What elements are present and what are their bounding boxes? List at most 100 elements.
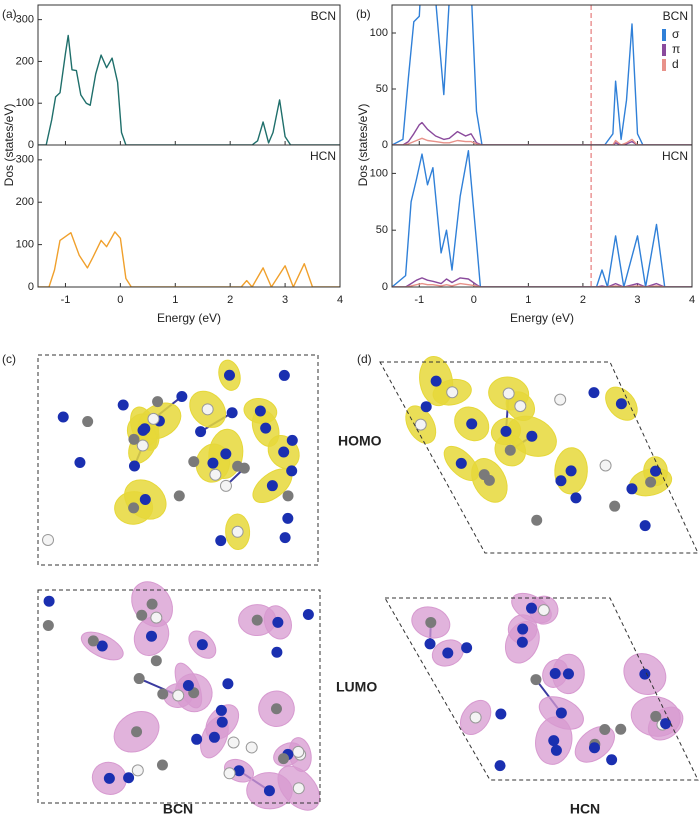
- atom: [176, 390, 188, 402]
- annotation: BCN: [311, 9, 336, 23]
- atom: [260, 422, 272, 434]
- annotation: HCN: [310, 149, 336, 163]
- atom: [147, 412, 160, 425]
- atom: [254, 405, 266, 417]
- y-tick-label: 300: [16, 154, 34, 166]
- panel-label: (a): [2, 7, 17, 21]
- atom: [182, 680, 194, 692]
- legend-label: σ: [672, 27, 680, 41]
- atom: [196, 639, 208, 651]
- atom: [517, 623, 529, 635]
- atom: [606, 754, 618, 766]
- x-tick-label: 2: [580, 294, 586, 306]
- x-tick-label: 3: [634, 294, 640, 306]
- atom: [565, 465, 577, 477]
- y-tick-label: 100: [370, 27, 388, 39]
- atom: [526, 430, 538, 442]
- atom: [650, 465, 662, 477]
- atom: [278, 446, 290, 458]
- y-tick-label: 100: [16, 239, 34, 251]
- y-tick-label: 0: [382, 139, 388, 151]
- atom: [588, 387, 600, 399]
- atom: [495, 708, 507, 720]
- atom: [245, 741, 258, 754]
- dos-line: [392, 277, 692, 287]
- atom: [223, 767, 236, 780]
- atom: [660, 718, 672, 730]
- molecule: [405, 356, 673, 532]
- atom: [152, 396, 164, 408]
- legend-label: d: [672, 57, 679, 71]
- atom: [57, 411, 69, 423]
- atom: [222, 678, 234, 690]
- plot-frame: [391, 4, 693, 146]
- panel-label: (c): [2, 352, 16, 366]
- dos-line: [392, 282, 692, 287]
- atom: [82, 416, 94, 428]
- atom: [430, 375, 442, 387]
- atom: [238, 462, 250, 474]
- atom: [562, 668, 574, 680]
- atom: [227, 736, 240, 749]
- atom: [150, 655, 162, 667]
- atom: [549, 667, 561, 679]
- row-label: HOMO: [338, 433, 382, 449]
- atom: [139, 494, 151, 506]
- atom: [188, 456, 200, 468]
- x-axis-label: Energy (eV): [510, 311, 574, 325]
- atom: [156, 759, 168, 771]
- atom: [277, 753, 289, 765]
- atom: [555, 475, 567, 487]
- atom: [96, 640, 108, 652]
- atom: [526, 602, 538, 614]
- x-tick-label: 4: [337, 294, 343, 306]
- atom: [157, 688, 169, 700]
- legend-label: π: [672, 42, 680, 56]
- atom: [87, 635, 99, 647]
- y-axis-label: Dos (states/eV): [356, 104, 370, 187]
- atom: [128, 433, 140, 445]
- atom: [191, 733, 203, 745]
- atom: [42, 533, 55, 546]
- atom: [588, 742, 600, 754]
- atom: [137, 424, 149, 436]
- atom: [270, 703, 282, 715]
- atom: [282, 490, 294, 502]
- atom: [609, 500, 621, 512]
- atom: [516, 636, 528, 648]
- atom: [292, 782, 305, 795]
- x-tick-label: 1: [172, 294, 178, 306]
- cell-border: [384, 597, 699, 781]
- atom: [414, 418, 427, 431]
- atom: [208, 731, 220, 743]
- atom: [292, 745, 305, 758]
- atom: [570, 492, 582, 504]
- legend-swatch: [662, 44, 666, 56]
- atom: [278, 369, 290, 381]
- x-tick-label: 3: [282, 294, 288, 306]
- atom: [420, 401, 432, 413]
- atom: [599, 459, 612, 472]
- atom: [282, 512, 294, 524]
- y-tick-label: 0: [382, 281, 388, 293]
- atom: [150, 611, 163, 624]
- orbital-panels: (c) (d) HOMO LUMO BCN HCN: [2, 352, 699, 817]
- caption: BCN: [163, 801, 193, 817]
- x-tick-label: 0: [471, 294, 477, 306]
- atom: [615, 723, 627, 735]
- y-tick-label: 200: [16, 55, 34, 67]
- atom: [615, 398, 627, 410]
- atom: [215, 535, 227, 547]
- x-tick-label: 4: [689, 294, 695, 306]
- plot-frame: [391, 144, 693, 288]
- atom: [74, 456, 86, 468]
- atom: [146, 598, 158, 610]
- atom: [128, 460, 140, 472]
- atom: [272, 616, 284, 628]
- legend-swatch: [662, 29, 666, 41]
- molecule: [42, 581, 321, 811]
- atom: [128, 502, 140, 514]
- atom: [286, 465, 298, 477]
- atom: [207, 457, 219, 469]
